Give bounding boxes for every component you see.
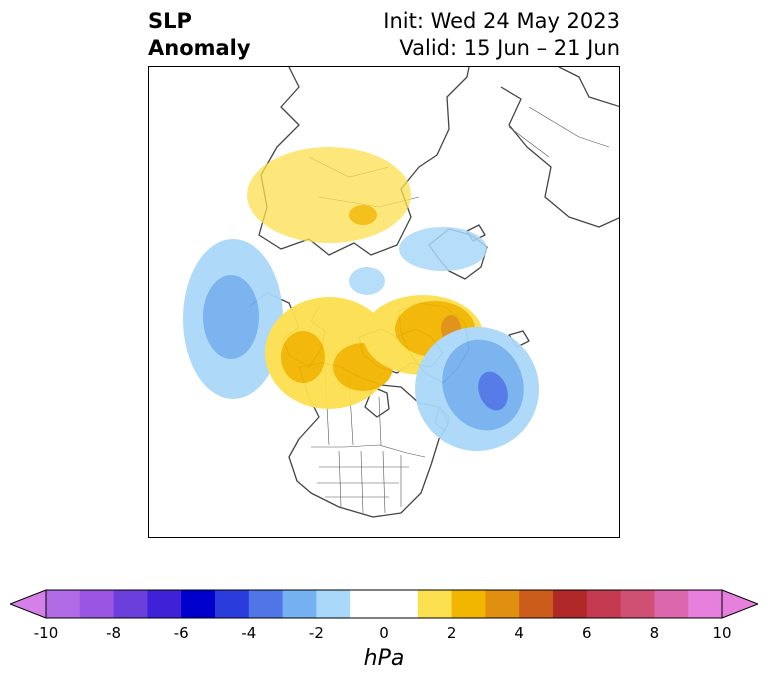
colorbar-tick-label: -6 bbox=[173, 624, 189, 642]
colorbar-cell bbox=[485, 590, 520, 618]
colorbar-cell bbox=[46, 590, 81, 618]
date-info: Init: Wed 24 May 2023 Valid: 15 Jun – 21… bbox=[383, 8, 620, 62]
anomaly-negative-arctic bbox=[349, 267, 385, 295]
colorbar-cell bbox=[384, 590, 419, 618]
colorbar-cell bbox=[79, 590, 115, 618]
colorbar-tick-label: 4 bbox=[514, 624, 524, 642]
colorbar-cell bbox=[417, 590, 453, 618]
valid-date: Valid: 15 Jun – 21 Jun bbox=[399, 36, 620, 60]
asia-coastline bbox=[258, 67, 470, 256]
us-canada-border bbox=[311, 444, 426, 458]
colorbar-over-arrow bbox=[722, 590, 758, 618]
colorbar-outline bbox=[45, 589, 723, 619]
colorbar-cell bbox=[181, 590, 216, 618]
us-states-grid-1 bbox=[317, 466, 409, 498]
colorbar-tick-label: 6 bbox=[582, 624, 592, 642]
colorbar bbox=[10, 589, 758, 619]
colorbar-tick-label: 10 bbox=[712, 624, 732, 642]
colorbar-cell bbox=[688, 590, 723, 618]
anomaly-negative-bering-inner bbox=[203, 275, 259, 359]
colorbar-cell bbox=[316, 590, 351, 618]
colorbar-cell bbox=[282, 590, 317, 618]
colorbar-tick-label: 2 bbox=[446, 624, 457, 642]
europe-coastline bbox=[500, 67, 619, 228]
colorbar-under-arrow bbox=[10, 590, 46, 618]
hudson-bay-coastline bbox=[364, 386, 390, 418]
anomaly-negative-russia bbox=[399, 227, 487, 271]
map-title: SLP Anomaly bbox=[148, 8, 251, 62]
anomaly-negative-atlantic-inner bbox=[478, 371, 508, 411]
slp-anomaly-map bbox=[148, 66, 620, 538]
colorbar-tick-label: 0 bbox=[379, 624, 389, 642]
colorbar-cell bbox=[586, 590, 622, 618]
colorbar-cell bbox=[553, 590, 588, 618]
colorbar-tick-label: -10 bbox=[33, 624, 59, 642]
title-line-1: SLP bbox=[148, 9, 192, 33]
coastlines bbox=[248, 67, 619, 518]
colorbar-cell bbox=[113, 590, 148, 618]
anomaly-positive-alaska-inner bbox=[281, 331, 325, 383]
colorbar-cell bbox=[620, 590, 655, 618]
colorbar-cell bbox=[350, 590, 385, 618]
colorbar-cell bbox=[215, 590, 250, 618]
colorbar-arrow-outline-left bbox=[10, 589, 47, 619]
colorbar-cell bbox=[654, 590, 689, 618]
title-line-2: Anomaly bbox=[148, 36, 251, 60]
colorbar-arrow-outline-right bbox=[721, 589, 758, 619]
colorbar-cell bbox=[147, 590, 182, 618]
anomaly-positive-siberia-outer bbox=[247, 147, 411, 243]
anomaly-contours bbox=[183, 147, 539, 451]
colorbar-cells bbox=[46, 590, 723, 618]
anomaly-positive-siberia-inner bbox=[349, 205, 377, 225]
colorbar-units: hPa bbox=[363, 646, 405, 671]
us-states-grid-2 bbox=[338, 450, 402, 514]
colorbar-tick-label: 8 bbox=[649, 624, 660, 642]
colorbar-cell bbox=[451, 590, 486, 618]
init-date: Init: Wed 24 May 2023 bbox=[383, 9, 620, 33]
map-canvas bbox=[183, 67, 619, 518]
colorbar-cell bbox=[519, 590, 554, 618]
colorbar-cell bbox=[248, 590, 284, 618]
colorbar-tick-label: -2 bbox=[308, 624, 324, 642]
colorbar-tick-label: -8 bbox=[106, 624, 122, 642]
colorbar-tick-label: -4 bbox=[241, 624, 257, 642]
